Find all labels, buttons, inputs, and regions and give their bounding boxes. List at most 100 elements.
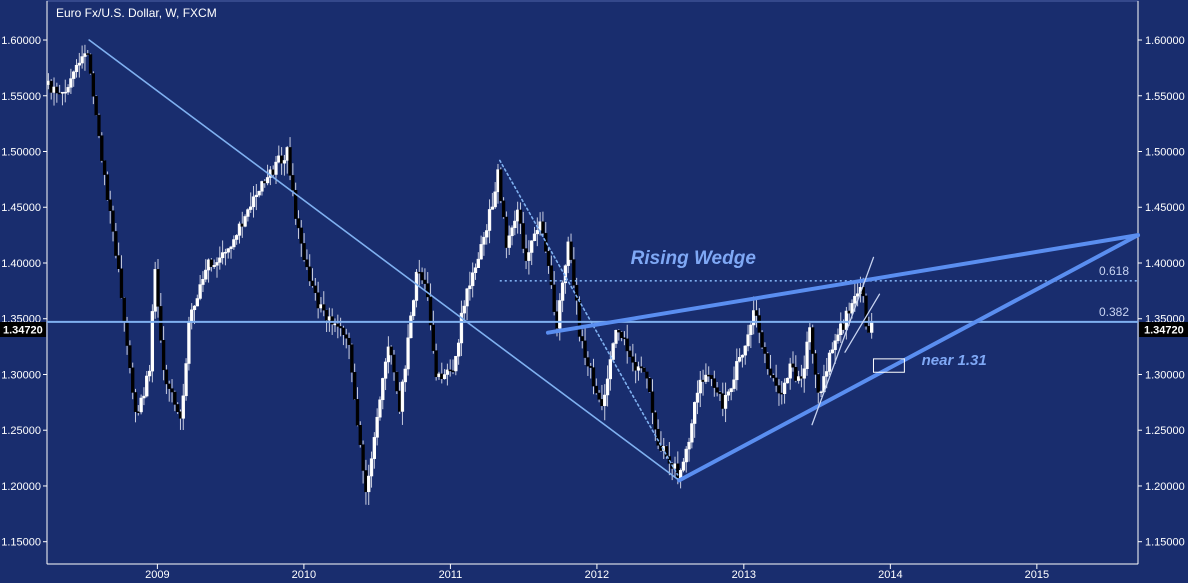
candle-down xyxy=(780,392,784,395)
candle-down xyxy=(102,160,107,175)
candle-up xyxy=(752,310,756,326)
candle-down xyxy=(173,391,177,405)
chart-title: Euro Fx/U.S. Dollar, W, FXCM xyxy=(56,6,217,20)
candle-down xyxy=(116,255,121,270)
current-price-label-left: 1.34720 xyxy=(3,325,43,337)
candle-up xyxy=(139,397,143,413)
candle-down xyxy=(774,377,778,386)
candle-down xyxy=(619,331,624,339)
candle-up xyxy=(198,284,202,299)
candle-up xyxy=(476,258,480,268)
candle-up xyxy=(145,375,149,397)
candle-down xyxy=(577,300,582,337)
candle-up xyxy=(690,423,694,443)
candle-up xyxy=(560,282,565,301)
candle-up xyxy=(611,343,615,360)
candle-up xyxy=(52,86,56,93)
candle-up xyxy=(788,363,792,379)
candle-up xyxy=(265,177,270,184)
current-price-tag-left: 1.34720 xyxy=(0,322,46,337)
candle-up xyxy=(614,330,618,344)
candlestick-series xyxy=(46,44,874,505)
candle-down xyxy=(389,346,393,356)
pattern-label: Rising Wedge xyxy=(631,248,757,269)
candle-down xyxy=(594,385,598,394)
candle-up xyxy=(274,161,278,175)
candle-down xyxy=(313,285,317,293)
candle-up xyxy=(737,357,742,362)
candle-down xyxy=(771,375,775,379)
candle-up xyxy=(833,340,837,351)
y-tick-label: 1.40000 xyxy=(1,258,41,270)
candle-down xyxy=(791,363,795,368)
candle-down xyxy=(451,370,455,373)
candle-down xyxy=(589,365,593,368)
candle-up xyxy=(695,392,700,403)
candle-up xyxy=(493,191,497,208)
candle-down xyxy=(549,265,554,286)
candle-up xyxy=(465,288,469,307)
candle-up xyxy=(409,315,413,339)
candle-down xyxy=(583,340,587,358)
fib-level-label: 0.382 xyxy=(1099,305,1129,319)
candle-up xyxy=(237,223,242,236)
y-tick-label: 1.55000 xyxy=(1,91,41,103)
candle-up xyxy=(819,391,823,394)
candle-up xyxy=(72,71,76,79)
candle-down xyxy=(546,251,551,266)
candle-down xyxy=(754,310,759,316)
candle-down xyxy=(861,287,865,297)
candle-down xyxy=(423,279,427,284)
candle-down xyxy=(263,181,267,184)
candle-down xyxy=(97,114,101,136)
candle-down xyxy=(128,345,132,369)
candle-up xyxy=(698,379,702,394)
candle-up xyxy=(782,382,787,394)
candle-down xyxy=(122,297,126,323)
x-tick-label: 2011 xyxy=(439,569,463,581)
candle-up xyxy=(836,334,840,342)
candle-up xyxy=(740,354,745,358)
target-label: near 1.31 xyxy=(922,352,987,369)
candle-up xyxy=(802,368,806,379)
candle-down xyxy=(88,54,93,74)
candle-down xyxy=(813,353,818,375)
candle-up xyxy=(226,248,230,253)
candle-down xyxy=(240,223,244,227)
y-tick-label: 1.20000 xyxy=(1145,481,1185,493)
candle-up xyxy=(605,378,610,396)
candle-up xyxy=(319,304,323,309)
candle-down xyxy=(316,292,320,309)
candle-up xyxy=(204,269,208,280)
candle-down xyxy=(86,53,90,55)
candle-down xyxy=(353,372,357,400)
candle-down xyxy=(645,371,649,379)
candle-up xyxy=(513,220,517,229)
candle-up xyxy=(723,394,728,409)
candle-up xyxy=(383,361,388,379)
candle-down xyxy=(597,392,601,400)
candle-up xyxy=(839,323,843,336)
candle-down xyxy=(279,155,284,164)
candle-down xyxy=(631,356,635,363)
candle-down xyxy=(133,392,138,412)
candle-up xyxy=(212,265,216,267)
candle-down xyxy=(600,399,604,407)
candle-up xyxy=(63,91,67,94)
candle-up xyxy=(260,181,264,192)
y-tick-label: 1.50000 xyxy=(1,147,41,159)
candle-down xyxy=(555,311,559,329)
candle-up xyxy=(232,239,236,248)
candle-down xyxy=(361,444,365,471)
candle-up xyxy=(479,244,483,260)
candle-up xyxy=(201,279,205,285)
candle-down xyxy=(347,337,351,345)
candle-up xyxy=(746,334,750,347)
candle-down xyxy=(159,306,163,341)
candle-down xyxy=(591,367,596,387)
candle-up xyxy=(187,322,191,364)
candle-up xyxy=(235,235,239,240)
trendline xyxy=(677,233,1140,483)
y-tick-label: 1.40000 xyxy=(1145,258,1185,270)
